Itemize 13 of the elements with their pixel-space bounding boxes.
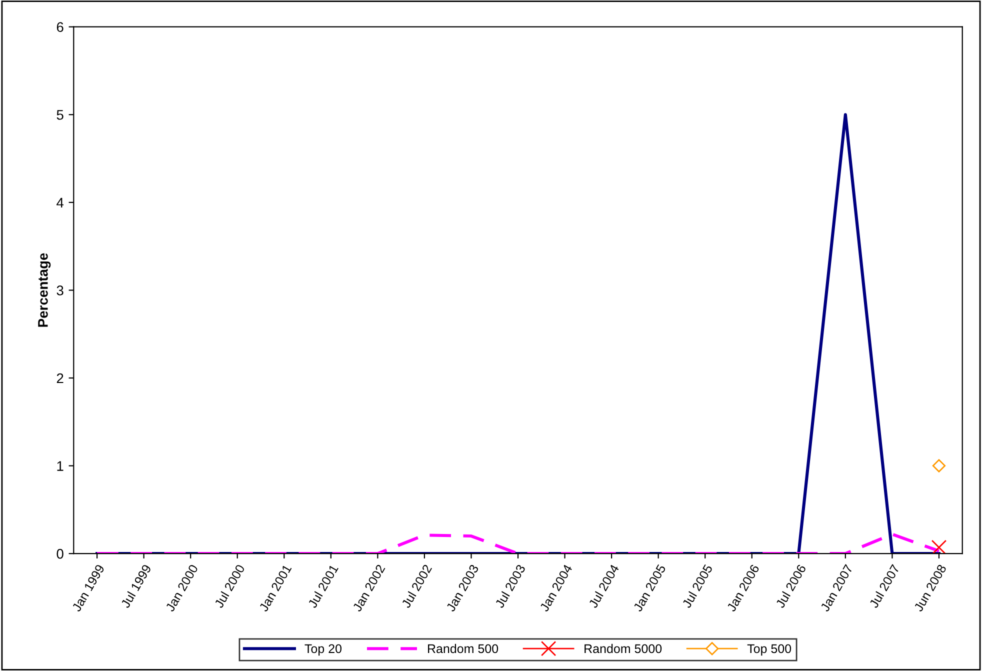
y-tick-label: 3 — [56, 286, 64, 296]
legend-label: Top 20 — [304, 644, 342, 656]
legend-label: Random 5000 — [584, 644, 662, 654]
y-tick-label: 2 — [56, 373, 64, 384]
y-axis-title: Percentage — [38, 253, 51, 327]
y-tick-label: 1 — [57, 461, 64, 471]
y-tick-label: 6 — [56, 22, 64, 32]
legend-label: Random 500 — [428, 644, 498, 654]
y-tick-label: 4 — [56, 198, 64, 208]
y-tick-label: 5 — [56, 110, 64, 120]
y-tick-label: 0 — [56, 548, 64, 559]
legend-label: Top 500 — [747, 644, 792, 656]
line-series — [96, 532, 941, 554]
